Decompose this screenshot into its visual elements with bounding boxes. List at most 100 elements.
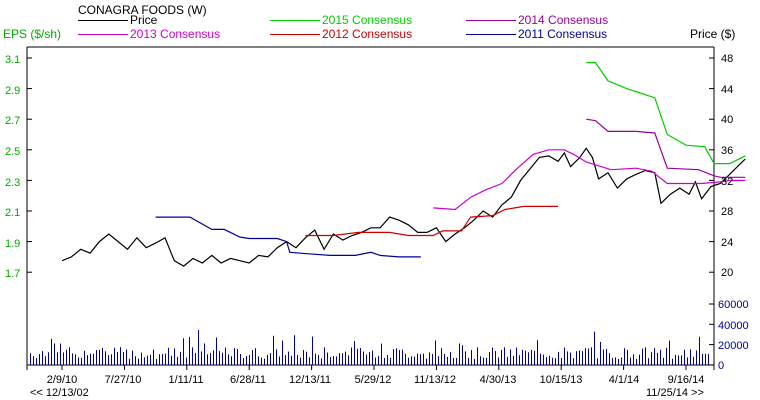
volume-bar: [45, 356, 46, 365]
volume-bar: [636, 359, 637, 365]
volume-bar: [225, 347, 226, 365]
volume-bar: [564, 347, 565, 365]
volume-bar: [429, 352, 430, 365]
volume-bar: [165, 353, 166, 365]
volume-bar: [690, 349, 691, 365]
volume-bar: [321, 358, 322, 365]
volume-bar: [102, 347, 103, 365]
ticks-layer: [27, 57, 714, 370]
volume-bar: [456, 357, 457, 365]
volume-bar: [372, 350, 373, 365]
volume-bar: [693, 356, 694, 365]
volume-bar: [660, 349, 661, 365]
volume-bar: [417, 353, 418, 365]
volume-bar: [138, 358, 139, 365]
eps-axis-label: EPS ($/sh): [3, 27, 62, 41]
volume-bar: [174, 348, 175, 365]
volume-bar: [351, 347, 352, 365]
volume-bar: [288, 351, 289, 365]
volume-bar: [354, 341, 355, 365]
volume-bar: [489, 352, 490, 365]
legend-swatch: [466, 20, 516, 21]
volume-bar: [84, 350, 85, 365]
volume-bar: [252, 350, 253, 365]
volume-bar: [639, 354, 640, 365]
volume-bar: [291, 355, 292, 365]
volume-bar: [621, 357, 622, 365]
volume-bar: [603, 349, 604, 365]
volume-bar: [570, 352, 571, 365]
volume-bar: [684, 349, 685, 365]
volume-bar: [249, 355, 250, 365]
volume-bar: [423, 353, 424, 365]
eps-tick-label: 2.7: [5, 115, 20, 127]
volume-bar: [504, 347, 505, 365]
volume-bar: [438, 356, 439, 365]
x-tick-label: 9/16/14: [668, 374, 705, 386]
eps-tick-label: 3.1: [5, 54, 20, 66]
volume-bar: [561, 358, 562, 365]
volume-bar: [126, 349, 127, 365]
x-tick-label: 7/27/10: [105, 374, 142, 386]
volume-bar: [519, 355, 520, 365]
volume-bar: [606, 348, 607, 365]
eps-tick-label: 1.7: [5, 268, 20, 280]
series-line-2012-consensus: [305, 205, 559, 237]
volume-bar: [330, 357, 331, 365]
volume-bar: [60, 343, 61, 365]
price-tick-label: 28: [721, 206, 733, 218]
volume-bar: [285, 355, 286, 365]
volume-bar: [492, 347, 493, 365]
volume-bar: [555, 358, 556, 365]
volume-bar: [633, 354, 634, 365]
volume-bar: [663, 357, 664, 365]
volume-bar: [573, 358, 574, 365]
volume-bar: [120, 347, 121, 365]
nav-back-link[interactable]: << 12/13/02: [30, 387, 89, 399]
volume-bar: [432, 353, 433, 365]
volume-bar: [540, 353, 541, 365]
volume-bar: [615, 357, 616, 365]
volume-bar: [486, 357, 487, 365]
volume-bar: [279, 356, 280, 365]
volume-bar: [192, 347, 193, 365]
volume-bar: [363, 351, 364, 365]
volume-tick-label: 60000: [718, 299, 749, 311]
legend-label: 2012 Consensus: [322, 27, 413, 41]
volume-bar: [513, 356, 514, 365]
volume-bar: [177, 356, 178, 365]
volume-bar: [405, 353, 406, 365]
volume-bar: [189, 336, 190, 365]
volume-bar: [51, 338, 52, 365]
volume-bar: [549, 355, 550, 365]
price-tick-labels: 48 44 40 36 32 28 24 20: [721, 53, 733, 279]
volume-bar: [447, 357, 448, 365]
volume-bar: [267, 354, 268, 365]
legend-label: 2015 Consensus: [322, 13, 413, 27]
volume-bar: [54, 343, 55, 365]
series-line-2015-consensus: [586, 61, 746, 165]
nav-forward-link[interactable]: 11/25/14 >>: [646, 387, 704, 399]
volume-bar: [336, 356, 337, 365]
volume-bar: [360, 348, 361, 365]
volume-bar: [66, 349, 67, 365]
volume-bar: [222, 352, 223, 365]
volume-bar: [99, 349, 100, 365]
volume-bar: [402, 349, 403, 365]
volume-bar: [276, 349, 277, 365]
volume-bar: [162, 354, 163, 365]
volume-bar: [618, 359, 619, 365]
volume-bar: [630, 357, 631, 365]
volume-bar: [342, 353, 343, 365]
volume-bar: [159, 354, 160, 365]
volume-bar: [387, 355, 388, 365]
volume-bar: [312, 336, 313, 365]
volume-bar: [642, 348, 643, 365]
volume-bar: [171, 355, 172, 365]
volume-bar: [414, 356, 415, 365]
volume-bar: [255, 348, 256, 365]
volume-bar: [612, 357, 613, 365]
volume-bar: [213, 350, 214, 365]
volume-bar: [591, 347, 592, 365]
eps-tick-label: 1.9: [5, 238, 20, 250]
